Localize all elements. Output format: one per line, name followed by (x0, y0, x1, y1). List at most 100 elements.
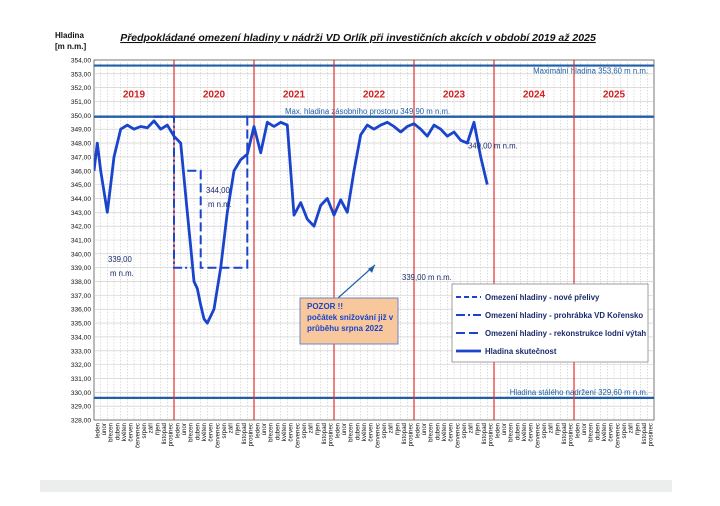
callout-line: POZOR !! (307, 302, 343, 311)
x-tick-label: duben (594, 422, 601, 440)
callout: POZOR !! počátek snižování již v průběhu s… (299, 264, 399, 345)
annotation-unit: m n.m. (208, 200, 232, 209)
x-tick-label: září (468, 423, 475, 434)
x-tick-label: září (548, 423, 555, 434)
x-tick-label: březen (188, 422, 195, 441)
x-tick-label: srpen (301, 422, 308, 438)
x-tick-label: listopad (321, 422, 328, 444)
y-tick-label: 343,00 (71, 210, 92, 217)
x-tick-label: červen (288, 422, 295, 441)
y-tick-label: 348,00 (71, 141, 92, 148)
x-tick-label: leden (334, 422, 341, 438)
y-tick-label: 338,00 (71, 279, 92, 286)
y-tick-label: 353,00 (71, 71, 92, 78)
reference-label: Max. hladina zásobního prostoru 349,90 m… (285, 107, 450, 116)
x-tick-label: květen (441, 422, 448, 441)
x-tick-label: prosinec (168, 423, 175, 446)
x-tick-label: prosinec (248, 423, 255, 446)
x-tick-label: listopad (401, 422, 408, 444)
year-label: 2021 (283, 89, 306, 100)
x-tick-label: březen (428, 422, 435, 441)
reference-label: Maximální hladina 353,60 m n.m. (533, 67, 648, 76)
x-tick-label: listopad (481, 422, 488, 444)
x-tick-label: červenec (294, 423, 301, 448)
x-tick-label: květen (281, 422, 288, 441)
year-label: 2019 (123, 89, 146, 100)
y-tick-label: 335,00 (71, 321, 92, 328)
y-tick-label: 352,00 (71, 85, 92, 92)
y-tick-label: 340,00 (71, 251, 92, 258)
annotations: 339,00 m n.m. 344,00 m n.m. 339,00 m n.m. 349… (108, 142, 518, 283)
x-tick-label: srpen (141, 422, 148, 438)
y-tick-label: 339,00 (71, 265, 92, 272)
x-tick-label: červen (608, 422, 615, 441)
y-tick-label: 344,00 (71, 196, 92, 203)
y-tick-label: 337,00 (71, 293, 92, 300)
legend-label: Omezení hladiny - prohrábka VD Kořensko (485, 311, 643, 320)
y-tick-label: 350,00 (71, 113, 92, 120)
x-tick-label: červenec (454, 423, 461, 448)
callout-arrow (337, 264, 376, 299)
annotation-value: 344,00 (206, 186, 231, 195)
y-tick-label: 351,00 (71, 99, 92, 106)
x-tick-label: prosinec (408, 423, 415, 446)
x-tick-label: červen (368, 422, 375, 441)
x-tick-label: březen (588, 422, 595, 441)
y-tick-label: 349,00 (71, 127, 92, 134)
x-tick-label: červenec (614, 423, 621, 448)
x-tick-label: červen (208, 422, 215, 441)
x-tick-label: červenec (374, 423, 381, 448)
x-tick-label: prosinec (568, 423, 575, 446)
x-tick-label: červen (128, 422, 135, 441)
x-tick-label: leden (94, 422, 101, 438)
y-tick-label: 328,00 (71, 418, 92, 425)
year-label: 2020 (203, 89, 226, 100)
callout-box (299, 297, 399, 345)
series-line (187, 115, 261, 269)
x-tick-label: září (388, 423, 395, 434)
annotation: 349,00 m n.m. (468, 142, 518, 151)
year-label: 2023 (443, 89, 466, 100)
y-tick-label: 346,00 (71, 168, 92, 175)
year-label: 2022 (363, 89, 386, 100)
x-tick-label: únor (341, 423, 348, 435)
x-tick-label: květen (201, 422, 208, 441)
x-tick-label: říjen (554, 422, 561, 435)
x-tick-label: únor (181, 423, 188, 435)
y-ticks: 328,00 329,00 330,00 331,00 332,00 333,00 334,… (71, 58, 92, 425)
legend-box (451, 283, 649, 363)
callout-line: počátek snižování již v (307, 313, 394, 322)
x-tick-label: říjen (154, 422, 161, 435)
y-tick-label: 330,00 (71, 390, 92, 397)
x-tick-label: červenec (534, 423, 541, 448)
x-tick-label: březen (108, 422, 115, 441)
x-tick-label: únor (261, 423, 268, 435)
x-tick-label: listopad (561, 422, 568, 444)
y-tick-label: 345,00 (71, 182, 92, 189)
x-tick-label: srpen (221, 422, 228, 438)
x-tick-label: srpen (461, 422, 468, 438)
x-tick-label: duben (514, 422, 521, 440)
x-tick-label: říjen (394, 422, 401, 435)
x-tick-label: říjen (634, 422, 641, 435)
y-tick-label: 333,00 (71, 348, 92, 355)
footer-bar (40, 480, 672, 492)
reference-lines: Maximální hladina 353,60 m n.m. Max. hlad… (94, 64, 654, 399)
x-ticks: leden únor březen duben květen červen červenec… (94, 422, 654, 448)
x-tick-label: srpen (621, 422, 628, 438)
x-tick-label: leden (414, 422, 421, 438)
x-tick-label: červenec (214, 423, 221, 448)
x-tick-label: říjen (234, 422, 241, 435)
series-line (714, 117, 720, 268)
y-tick-label: 336,00 (71, 307, 92, 314)
x-tick-label: duben (354, 422, 361, 440)
x-tick-label: říjen (314, 422, 321, 435)
y-tick-label: 354,00 (71, 58, 92, 65)
annotation-value: 339,00 (108, 255, 133, 264)
x-tick-label: září (148, 423, 155, 434)
y-tick-label: 332,00 (71, 362, 92, 369)
x-tick-label: červenec (134, 423, 141, 448)
x-tick-label: leden (494, 422, 501, 438)
x-tick-label: prosinec (488, 423, 495, 446)
